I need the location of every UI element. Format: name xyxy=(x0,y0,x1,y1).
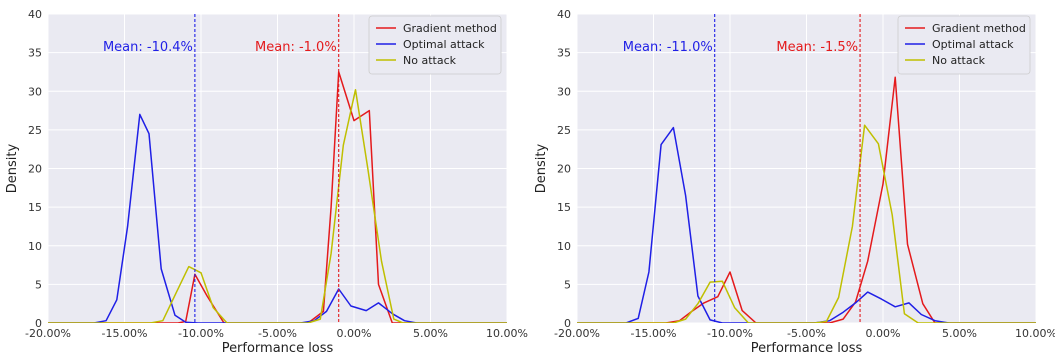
legend-entry: Optimal attack xyxy=(403,38,485,51)
x-tick-label: -20.00% xyxy=(25,327,71,340)
mean-label: Mean: -1.0% xyxy=(255,40,337,55)
legend-box xyxy=(368,15,502,75)
x-tick-label: -5.00% xyxy=(787,327,826,340)
series-group xyxy=(48,71,507,323)
legend-entry: Optimal attack xyxy=(932,38,1014,51)
x-axis-label: Performance loss xyxy=(751,341,863,356)
x-tick-label: -5.00% xyxy=(258,327,297,340)
y-tick-label: 35 xyxy=(28,47,42,60)
series-line-optimal-attack xyxy=(577,126,1036,323)
y-tick-label: 25 xyxy=(557,124,571,137)
x-tick-label: -15.00% xyxy=(631,327,677,340)
x-tick-label: 5.00% xyxy=(942,327,977,340)
series-line-no-attack xyxy=(48,88,507,323)
legend-entry: Gradient method xyxy=(932,22,1026,35)
chart-panel-2: 0 5 10 15 20 25 30 35 40 -20.00% -15.00% -10.00% -5.… xyxy=(534,8,1055,356)
mean-label: Mean: -10.4% xyxy=(103,40,193,55)
series-group xyxy=(577,76,1036,323)
y-tick-label: 30 xyxy=(557,85,571,98)
legend: Gradient method Optimal attack No attack xyxy=(897,15,1031,75)
x-tick-label: 5.00% xyxy=(413,327,448,340)
y-tick-label: 35 xyxy=(557,47,571,60)
y-tick-label: 15 xyxy=(28,201,42,214)
series-line-no-attack xyxy=(577,124,1036,323)
y-tick-label: 10 xyxy=(557,240,571,253)
legend-entry: No attack xyxy=(403,54,457,67)
mean-label: Mean: -11.0% xyxy=(623,40,713,55)
legend: Gradient method Optimal attack No attack xyxy=(368,15,502,75)
y-tick-label: 40 xyxy=(557,8,571,21)
y-tick-label: 0 xyxy=(35,317,42,330)
x-tick-label: 10.00% xyxy=(1015,327,1055,340)
y-tick-label: 20 xyxy=(557,163,571,176)
x-tick-label: 10.00% xyxy=(486,327,528,340)
y-tick-label: 40 xyxy=(28,8,42,21)
mean-label: Mean: -1.5% xyxy=(776,40,858,55)
y-tick-label: 0 xyxy=(564,317,571,330)
y-tick-label: 20 xyxy=(28,163,42,176)
series-line-gradient-method xyxy=(48,71,507,323)
x-tick-label: -10.00% xyxy=(178,327,224,340)
y-tick-label: 30 xyxy=(28,85,42,98)
y-axis-label: Density xyxy=(534,143,549,193)
y-tick-label: 10 xyxy=(28,240,42,253)
x-axis-label: Performance loss xyxy=(222,341,334,356)
chart-panel-1: 0 5 10 15 20 25 30 35 40 -20.00% -15.00% -10.00% -5.… xyxy=(5,8,528,356)
legend-entry: No attack xyxy=(932,54,986,67)
y-tick-label: 25 xyxy=(28,124,42,137)
y-tick-label: 15 xyxy=(557,201,571,214)
x-tick-label: -10.00% xyxy=(707,327,753,340)
x-tick-label: 0.00% xyxy=(337,327,372,340)
y-axis-label: Density xyxy=(5,143,20,193)
legend-entry: Gradient method xyxy=(403,22,497,35)
y-tick-label: 5 xyxy=(564,278,571,291)
x-tick-label: -15.00% xyxy=(102,327,148,340)
y-tick-label: 5 xyxy=(35,278,42,291)
x-tick-label: -20.00% xyxy=(554,327,600,340)
x-tick-label: 0.00% xyxy=(866,327,901,340)
legend-box xyxy=(897,15,1031,75)
